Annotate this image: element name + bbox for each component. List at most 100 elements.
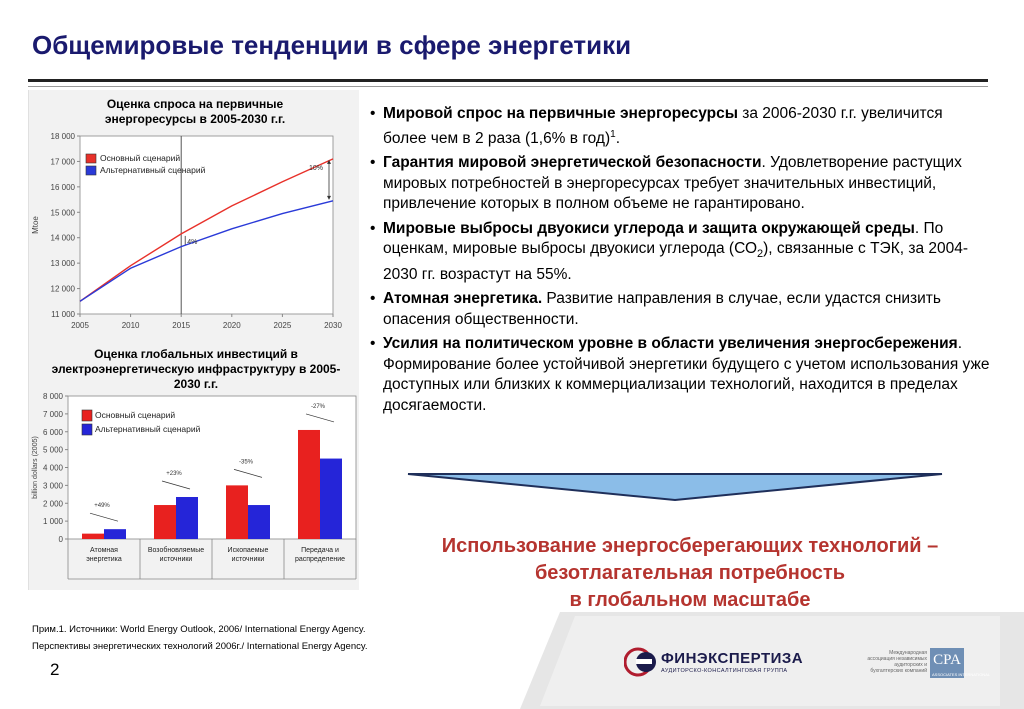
change-arrow <box>233 469 263 478</box>
x-category-label: Передача и <box>301 547 339 554</box>
chart2-title: Оценка глобальных инвестиций в электроэн… <box>51 347 341 391</box>
footnotes: Прим.1. Источники: World Energy Outlook,… <box>32 621 368 655</box>
y-tick-label: 2 000 <box>43 499 64 508</box>
bullet-text: . Удовлетворение растущих мировых потреб… <box>383 154 962 213</box>
change-arrow <box>305 413 335 423</box>
footnote-1: Прим.1. Источники: World Energy Outlook,… <box>32 624 366 635</box>
bullet-bold-text: Гарантия мировой энергетической безопасн… <box>383 154 762 172</box>
bar-base <box>82 533 104 539</box>
bullet-item: Мировой спрос на первичные энергоресурсы… <box>370 104 990 149</box>
bullet-bold-text: Мировой спрос на первичные энергоресурсы <box>383 105 738 122</box>
y-tick-label: 13 000 <box>51 259 76 268</box>
y-tick-label: 12 000 <box>51 285 76 294</box>
bullet-text: . Формирование более устойчивой энергети… <box>383 335 990 414</box>
x-category-label: Возобновляемые <box>148 546 204 554</box>
y-tick-label: 18 000 <box>51 132 76 141</box>
y-tick-label: 6 000 <box>43 428 64 437</box>
bullet-text-tail: ), связанные с ТЭК, за 2004-2030 гг. воз… <box>383 240 969 283</box>
bar-alt <box>248 505 270 539</box>
logo-name: ФИНЭКСПЕРТИЗА <box>661 650 804 667</box>
x-tick-label: 2030 <box>324 321 342 330</box>
finexpertiza-logo-icon <box>624 647 656 677</box>
annotation-label: 4% <box>187 239 197 246</box>
y-tick-label: 15 000 <box>51 208 76 217</box>
bullet-bold-text: Атомная энергетика. <box>383 290 543 308</box>
bullet-bold-text: Мировые выбросы двуокиси углерода и защи… <box>383 219 915 237</box>
footnote-ref: 1 <box>610 128 616 140</box>
y-tick-label: 8 000 <box>43 392 64 401</box>
title-rule <box>28 79 988 82</box>
x-tick-label: 2020 <box>223 321 241 330</box>
y-tick-label: 17 000 <box>51 157 76 166</box>
y-tick-label: 11 000 <box>51 310 75 319</box>
down-arrow-shape <box>407 473 943 502</box>
chart1-title: Оценка спроса на первичные энергоресурсы… <box>104 97 286 126</box>
bar-base <box>298 429 320 539</box>
x-tick-label: 2005 <box>71 321 89 330</box>
legend-swatch-alt <box>85 165 97 176</box>
bullet-list: Мировой спрос на первичные энергоресурсы… <box>370 104 990 420</box>
y-axis-label: Mtoe <box>31 216 40 234</box>
y-tick-label: 0 <box>59 535 64 544</box>
change-arrow <box>89 512 119 522</box>
bar-alt <box>104 529 126 539</box>
bar-alt <box>320 458 342 539</box>
y-tick-label: 16 000 <box>51 183 76 192</box>
logo-subtitle: АУДИТОРСКО-КОНСАЛТИНГОВАЯ ГРУППА <box>661 668 788 674</box>
page-title: Общемировые тенденции в сфере энергетики <box>32 30 632 60</box>
bullet-bold-text: Усилия на политическом уровне в области … <box>383 335 958 353</box>
conclusion-line-2: безотлагательная потребность <box>534 562 846 584</box>
y-tick-label: 4 000 <box>43 464 64 473</box>
bullet-item: Атомная энергетика. Развитие направления… <box>370 289 990 330</box>
bullet-item: Усилия на политическом уровне в области … <box>370 334 990 416</box>
bar-alt <box>176 496 198 539</box>
x-category-label: распределение <box>295 556 345 563</box>
annotation-label: 10% <box>309 165 323 172</box>
annotation-arrowhead <box>327 159 331 164</box>
change-label: +23% <box>166 471 182 477</box>
bullet-text: . По оценкам, мировые выбросы двуокиси у… <box>383 219 944 258</box>
x-tick-label: 2025 <box>274 321 292 330</box>
cpa-logo: CPA <box>930 648 964 678</box>
x-tick-label: 2015 <box>172 321 190 330</box>
x-category-label: Ископаемые <box>228 547 269 554</box>
change-label: -27% <box>311 404 326 410</box>
x-category-label: энергетика <box>86 556 122 563</box>
y-tick-label: 1 000 <box>43 517 64 526</box>
demand-line-chart: 11 000 12 000 13 000 14 000 15 000 16 000 17 0… <box>31 132 342 330</box>
x-category-label: Атомная <box>90 547 118 554</box>
change-label: +49% <box>94 503 110 509</box>
y-axis-label: billion dollars (2005) <box>32 436 39 499</box>
legend-label: Основный сценарий <box>100 153 180 163</box>
footer-band <box>520 612 1024 709</box>
title-rule-thin <box>28 86 988 87</box>
cpa-logo-text: CPA <box>933 652 961 668</box>
bullet-item: Мировые выбросы двуокиси углерода и защи… <box>370 219 990 286</box>
y-tick-label: 3 000 <box>43 481 64 490</box>
change-arrow <box>161 480 191 490</box>
bullet-text: Развитие направления в случае, если удас… <box>383 290 941 328</box>
page-number: 2 <box>50 660 60 679</box>
conclusion-line-3: в глобальном масштабе <box>569 589 811 611</box>
bullet-text: за 2006-2030 г.г. увеличится более чем в… <box>383 105 943 147</box>
bar-base <box>154 505 176 539</box>
legend-label: Альтернативный сценарий <box>95 424 201 434</box>
conclusion-line-1: Использование энергосберегающих технолог… <box>441 535 939 557</box>
legend-label: Альтернативный сценарий <box>100 165 206 175</box>
legend-swatch-alt <box>81 423 93 436</box>
bullet-text-tail: . <box>615 129 620 147</box>
bar-base <box>226 485 248 539</box>
footnote-2: Перспективы энергетических технологий 20… <box>32 641 368 652</box>
legend-label: Основный сценарий <box>95 410 175 420</box>
y-tick-label: 5 000 <box>43 446 64 455</box>
series-line-base <box>79 158 334 302</box>
x-category-label: источники <box>232 556 265 563</box>
y-tick-label: 7 000 <box>43 410 64 419</box>
conclusion-text: Использование энергосберегающих технолог… <box>370 533 1010 614</box>
bullet-item: Гарантия мировой энергетической безопасн… <box>370 153 990 215</box>
change-label: -35% <box>239 459 254 465</box>
series-line-alt <box>79 200 334 302</box>
cpa-logo-sub: ASSOCIATES INTERNATIONAL <box>932 672 991 677</box>
plot-area <box>79 135 334 315</box>
investment-bar-chart: 0 1 000 2 000 3 000 4 000 5 000 6 000 7 000 8 00… <box>32 392 357 580</box>
